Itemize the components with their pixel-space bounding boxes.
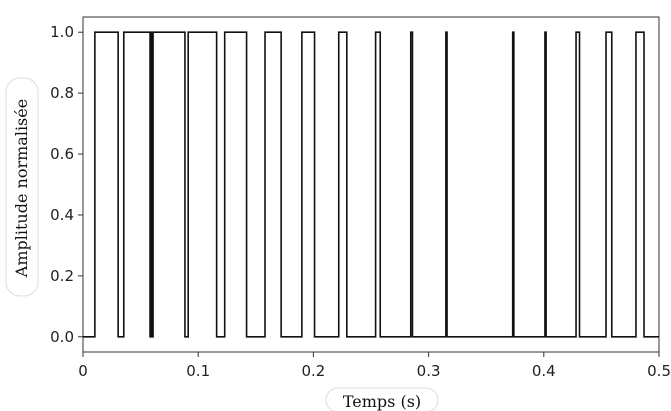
plot-area-frame	[82, 16, 660, 353]
x-tick-label: 0.4	[532, 362, 556, 380]
x-axis-title-background	[325, 387, 439, 411]
x-tick-label: 0.2	[301, 362, 325, 380]
signal-line	[83, 31, 659, 338]
x-tick-label: 0.1	[186, 362, 210, 380]
x-tick-label: 0.3	[417, 362, 441, 380]
x-tick-label: 0	[78, 362, 88, 380]
y-tick-label: 0.8	[50, 84, 74, 102]
y-axis-title: Amplitude normalisée	[12, 99, 31, 278]
y-tick-label: 0.2	[50, 267, 74, 285]
y-axis-title-background	[5, 77, 39, 297]
y-tick-label: 0.6	[50, 145, 74, 163]
x-tick-label: 0.5	[647, 362, 671, 380]
y-tick-label: 0.0	[50, 328, 74, 346]
y-tick-label: 0.4	[50, 206, 74, 224]
y-tick-label: 1.0	[50, 23, 74, 41]
x-axis-title: Temps (s)	[343, 392, 421, 411]
x-axis: 0 0.1 0.2 0.3 0.4 0.5	[78, 352, 671, 380]
y-axis: 0.0 0.2 0.4 0.6 0.8 1.0	[50, 23, 83, 346]
